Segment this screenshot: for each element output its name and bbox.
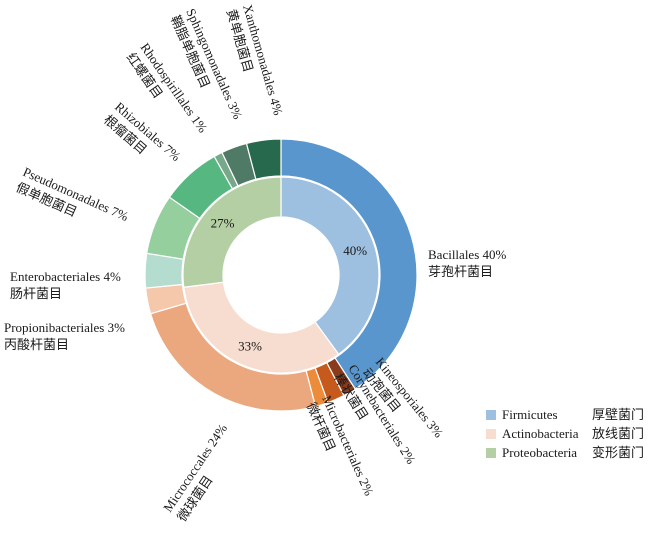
- legend-label-proteobacteria: Proteobacteria: [502, 445, 577, 460]
- legend-swatch-proteobacteria: [486, 448, 496, 458]
- outer-slice-xanthomonadales: [245, 138, 282, 180]
- inner-label-firmicutes: 40%: [343, 243, 367, 258]
- legend-item-proteobacteria: Proteobacteria 变形菌门: [486, 445, 644, 460]
- inner-label-actinobacteria: 33%: [238, 339, 262, 354]
- outer-label-enterobacteriales: Enterobacteriales 4%: [10, 269, 121, 284]
- outer-label-bacillales-cn: 芽孢杆菌目: [428, 264, 493, 279]
- inner-slice-actinobacteria: [183, 281, 340, 374]
- outer-label-bacillales: Bacillales 40%: [428, 247, 507, 262]
- legend-label-firmicutes-cn: 厚壁菌门: [592, 407, 644, 422]
- outer-slice-bacillales: [280, 138, 418, 390]
- legend-label-firmicutes: Firmicutes: [502, 407, 558, 422]
- legend-label-actinobacteria-cn: 放线菌门: [592, 426, 644, 441]
- legend-label-actinobacteria: Actinobacteria: [502, 426, 579, 441]
- legend: Firmicutes 厚壁菌门 Actinobacteria 放线菌门 Prot…: [486, 407, 644, 460]
- outer-label-propionibacteriales: Propionibacteriales 3%: [4, 320, 125, 335]
- legend-swatch-firmicutes: [486, 410, 496, 420]
- inner-ring: [182, 176, 380, 374]
- legend-item-actinobacteria: Actinobacteria 放线菌门: [486, 426, 644, 441]
- inner-slice-firmicutes: [280, 176, 380, 356]
- outer-label-enterobacteriales-cn: 肠杆菌目: [10, 286, 62, 301]
- inner-label-proteobacteria: 27%: [211, 215, 235, 230]
- outer-label-propionibacteriales-cn: 丙酸杆菌目: [4, 337, 69, 352]
- outer-ring: [144, 138, 418, 412]
- inner-ring-labels: 40% 33% 27%: [211, 215, 368, 353]
- inner-slice-proteobacteria: [182, 176, 282, 288]
- outer-ring-labels: Bacillales 40% 芽孢杆菌目 Enterobacteriales 4…: [4, 3, 507, 524]
- legend-item-firmicutes: Firmicutes 厚壁菌门: [486, 407, 644, 422]
- legend-label-proteobacteria-cn: 变形菌门: [592, 445, 644, 460]
- legend-swatch-actinobacteria: [486, 429, 496, 439]
